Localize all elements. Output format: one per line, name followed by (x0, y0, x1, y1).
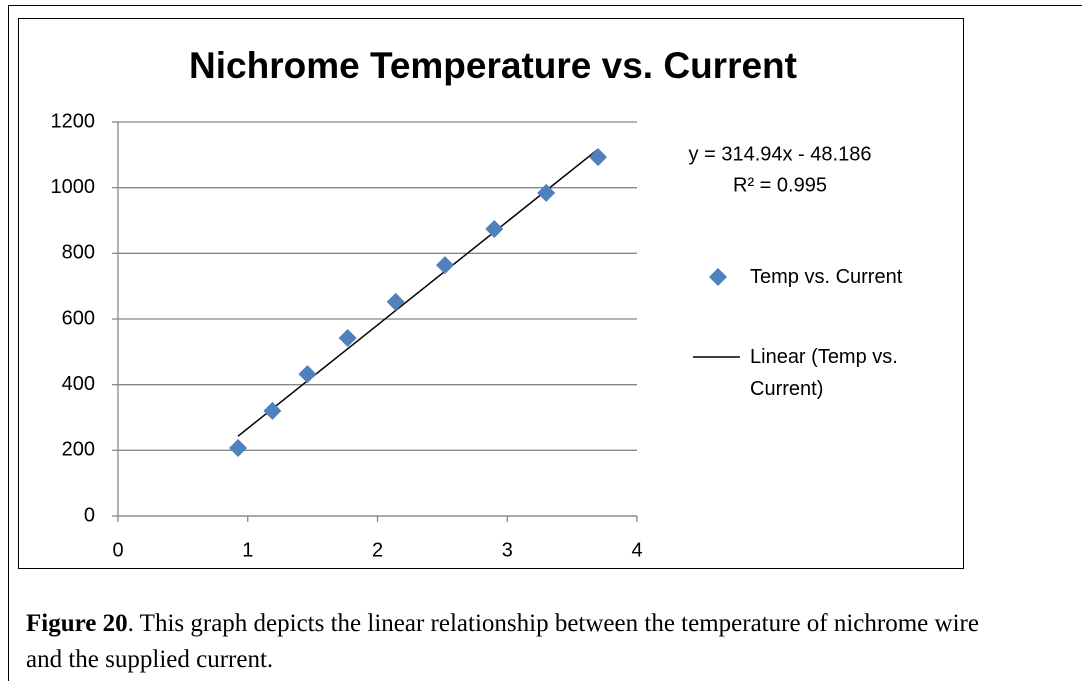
legend-label: Temp vs. Current (750, 266, 903, 288)
x-tick-label: 3 (502, 539, 513, 561)
trendline-equation: y = 314.94x - 48.186 (689, 143, 872, 165)
x-tick-label: 0 (112, 539, 123, 561)
y-tick-label: 400 (62, 373, 95, 395)
caption-text: . This graph depicts the linear relation… (26, 610, 979, 673)
data-point (386, 292, 405, 311)
x-tick-label: 4 (631, 539, 642, 561)
chart-area (18, 18, 964, 569)
data-point (589, 148, 608, 167)
y-tick-label: 600 (62, 307, 95, 329)
caption: Figure 20. This graph depicts the linear… (26, 606, 986, 678)
data-point (537, 183, 556, 202)
x-tick-label: 2 (372, 539, 383, 561)
trendline (237, 148, 599, 437)
y-tick-label: 200 (62, 439, 95, 461)
data-point (338, 329, 357, 348)
figure-frame (8, 5, 1082, 681)
data-point (298, 365, 317, 384)
chart-title: Nichrome Temperature vs. Current (189, 45, 797, 86)
trendline-r2: R² = 0.995 (733, 174, 827, 196)
data-point (229, 439, 248, 458)
legend-label: Linear (Temp vs. Current) (750, 346, 898, 400)
data-point (435, 256, 454, 275)
data-point (263, 401, 282, 420)
y-tick-label: 1200 (51, 110, 96, 132)
legend-marker (709, 268, 727, 286)
data-point (485, 220, 504, 239)
x-tick-label: 1 (242, 539, 253, 561)
y-tick-label: 0 (84, 504, 95, 526)
y-tick-label: 800 (62, 242, 95, 264)
caption-label: Figure 20 (26, 610, 128, 637)
y-tick-label: 1000 (51, 176, 96, 198)
